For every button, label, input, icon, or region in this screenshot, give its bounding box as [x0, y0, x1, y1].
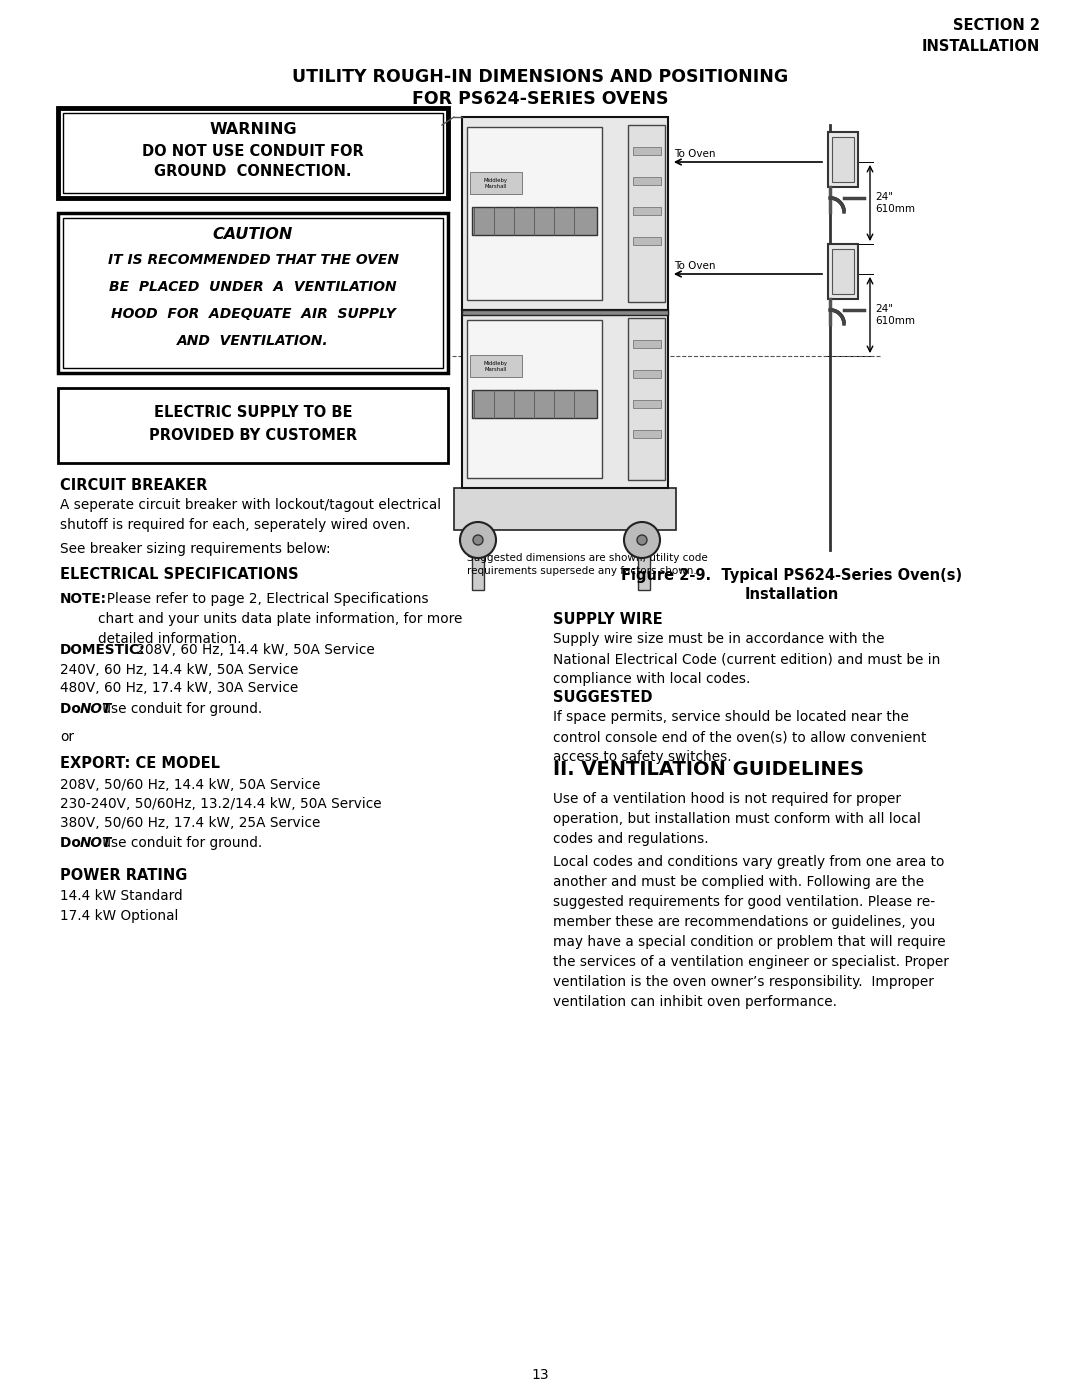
Bar: [467, 127, 602, 300]
Bar: [633, 207, 661, 215]
Bar: [472, 529, 484, 590]
Text: ELECTRICAL SPECIFICATIONS: ELECTRICAL SPECIFICATIONS: [60, 567, 299, 583]
Bar: [832, 137, 854, 182]
Bar: [58, 108, 448, 198]
Text: PROVIDED BY CUSTOMER: PROVIDED BY CUSTOMER: [149, 427, 357, 443]
Text: A seperate circuit breaker with lockout/tagout electrical
shutoff is required fo: A seperate circuit breaker with lockout/…: [60, 497, 441, 532]
Text: 14.4 kW Standard: 14.4 kW Standard: [60, 888, 183, 902]
Bar: [472, 390, 597, 418]
Text: 208V, 60 Hz, 14.4 kW, 50A Service: 208V, 60 Hz, 14.4 kW, 50A Service: [132, 643, 375, 657]
Text: 24"
610mm: 24" 610mm: [875, 193, 915, 214]
Text: See breaker sizing requirements below:: See breaker sizing requirements below:: [60, 542, 330, 556]
Circle shape: [460, 522, 496, 557]
Text: Please refer to page 2, Electrical Specifications
chart and your units data plat: Please refer to page 2, Electrical Speci…: [98, 592, 462, 645]
Text: Do: Do: [60, 835, 85, 849]
Bar: [462, 310, 669, 314]
Text: FOR PS624-SERIES OVENS: FOR PS624-SERIES OVENS: [411, 89, 669, 108]
Bar: [58, 388, 448, 462]
Bar: [462, 117, 669, 310]
Text: DOMESTIC:: DOMESTIC:: [60, 643, 146, 657]
Text: WARNING: WARNING: [210, 122, 297, 137]
Text: CAUTION: CAUTION: [213, 226, 293, 242]
Text: EXPORT: CE MODEL: EXPORT: CE MODEL: [60, 756, 220, 771]
Text: DO NOT USE CONDUIT FOR: DO NOT USE CONDUIT FOR: [143, 144, 364, 159]
Bar: [633, 177, 661, 184]
Text: use conduit for ground.: use conduit for ground.: [98, 703, 262, 717]
Bar: [832, 249, 854, 293]
Bar: [633, 400, 661, 408]
Bar: [63, 218, 443, 367]
Text: HOOD  FOR  ADEQUATE  AIR  SUPPLY: HOOD FOR ADEQUATE AIR SUPPLY: [110, 307, 395, 321]
Text: SECTION 2
INSTALLATION: SECTION 2 INSTALLATION: [921, 18, 1040, 54]
Bar: [633, 339, 661, 348]
Text: Figure 2-9.  Typical PS624-Series Oven(s): Figure 2-9. Typical PS624-Series Oven(s): [621, 569, 962, 583]
Text: or: or: [60, 731, 75, 745]
Bar: [633, 237, 661, 244]
Text: 24"
610mm: 24" 610mm: [875, 305, 915, 326]
Text: Middleby
Marshall: Middleby Marshall: [484, 360, 508, 372]
Text: SUGGESTED: SUGGESTED: [553, 690, 652, 705]
Text: Suggested dimensions are shown; utility code
requirements supersede any factors : Suggested dimensions are shown; utility …: [467, 553, 707, 576]
Circle shape: [624, 522, 660, 557]
Bar: [633, 370, 661, 379]
Text: IT IS RECOMMENDED THAT THE OVEN: IT IS RECOMMENDED THAT THE OVEN: [108, 253, 399, 267]
Text: If space permits, service should be located near the
control console end of the : If space permits, service should be loca…: [553, 710, 927, 764]
Text: Middleby
Marshall: Middleby Marshall: [484, 177, 508, 189]
Text: Local codes and conditions vary greatly from one area to
another and must be com: Local codes and conditions vary greatly …: [553, 855, 949, 1010]
Text: GROUND  CONNECTION.: GROUND CONNECTION.: [154, 163, 352, 179]
Text: 480V, 60 Hz, 17.4 kW, 30A Service: 480V, 60 Hz, 17.4 kW, 30A Service: [60, 680, 298, 694]
Text: II. VENTILATION GUIDELINES: II. VENTILATION GUIDELINES: [553, 760, 864, 780]
Text: 17.4 kW Optional: 17.4 kW Optional: [60, 909, 178, 923]
Text: 240V, 60 Hz, 14.4 kW, 50A Service: 240V, 60 Hz, 14.4 kW, 50A Service: [60, 664, 298, 678]
Circle shape: [637, 535, 647, 545]
Bar: [828, 131, 858, 187]
Text: Supply wire size must be in accordance with the
National Electrical Code (curren: Supply wire size must be in accordance w…: [553, 631, 941, 686]
Bar: [633, 147, 661, 155]
Text: Installation: Installation: [744, 587, 839, 602]
Text: UTILITY ROUGH-IN DIMENSIONS AND POSITIONING: UTILITY ROUGH-IN DIMENSIONS AND POSITION…: [292, 68, 788, 87]
Bar: [627, 319, 665, 481]
Text: 230-240V, 50/60Hz, 13.2/14.4 kW, 50A Service: 230-240V, 50/60Hz, 13.2/14.4 kW, 50A Ser…: [60, 798, 381, 812]
Bar: [828, 244, 858, 299]
Text: Do: Do: [60, 703, 85, 717]
Bar: [638, 529, 650, 590]
Text: BE  PLACED  UNDER  A  VENTILATION: BE PLACED UNDER A VENTILATION: [109, 279, 396, 293]
Bar: [467, 320, 602, 478]
Bar: [470, 355, 522, 377]
Text: To Oven: To Oven: [674, 149, 715, 159]
Bar: [472, 207, 597, 235]
Text: NOTE:: NOTE:: [60, 592, 107, 606]
Bar: [470, 172, 522, 194]
Text: ELECTRIC SUPPLY TO BE: ELECTRIC SUPPLY TO BE: [153, 405, 352, 420]
Text: 380V, 50/60 Hz, 17.4 kW, 25A Service: 380V, 50/60 Hz, 17.4 kW, 25A Service: [60, 816, 321, 830]
Bar: [454, 488, 676, 529]
Text: To Oven: To Oven: [674, 261, 715, 271]
Text: NOT: NOT: [80, 835, 112, 849]
Bar: [633, 430, 661, 439]
Text: AND  VENTILATION.: AND VENTILATION.: [177, 334, 328, 348]
Bar: [627, 124, 665, 302]
Text: Use of a ventilation hood is not required for proper
operation, but installation: Use of a ventilation hood is not require…: [553, 792, 921, 847]
Text: 208V, 50/60 Hz, 14.4 kW, 50A Service: 208V, 50/60 Hz, 14.4 kW, 50A Service: [60, 778, 321, 792]
Text: 13: 13: [531, 1368, 549, 1382]
Bar: [63, 113, 443, 193]
Text: use conduit for ground.: use conduit for ground.: [98, 835, 262, 849]
Circle shape: [473, 535, 483, 545]
Text: CIRCUIT BREAKER: CIRCUIT BREAKER: [60, 478, 207, 493]
Bar: [58, 212, 448, 373]
Bar: [462, 310, 669, 488]
Text: SUPPLY WIRE: SUPPLY WIRE: [553, 612, 663, 627]
Text: NOT: NOT: [80, 703, 112, 717]
Text: POWER RATING: POWER RATING: [60, 868, 187, 883]
